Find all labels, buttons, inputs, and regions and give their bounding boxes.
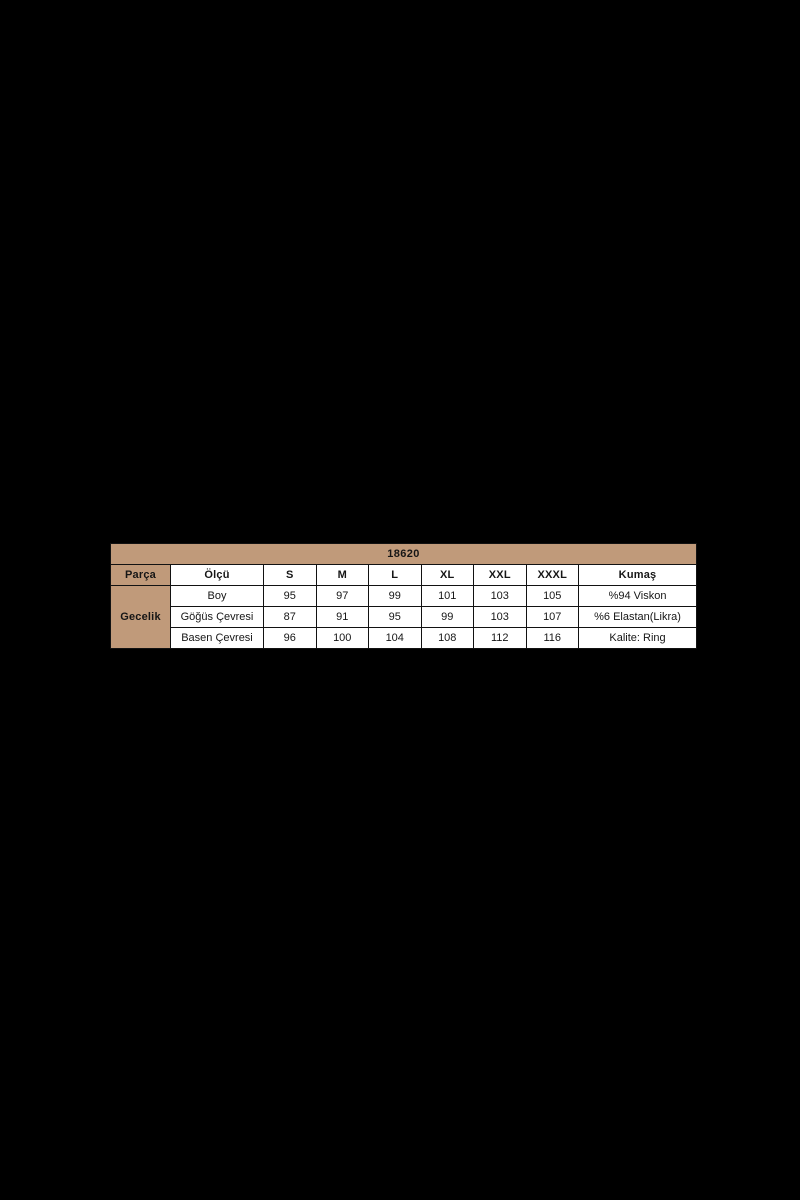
column-header-size-xxl: XXL [473,564,527,586]
column-header-size-s: S [263,564,317,586]
measure-value-s: 87 [263,606,317,628]
measure-value-xxxl: 105 [525,585,579,607]
column-header-size-xl: XL [420,564,474,586]
fabric-quality-line: Kalite: Ring [577,627,698,649]
measure-name: Boy [170,585,264,607]
measure-name: Göğüs Çevresi [170,606,264,628]
column-header-part: Parça [110,564,171,586]
size-chart-table: 18620 Parça Ölçü S M L XL XXL XXXL Kumaş… [109,543,698,649]
column-header-size-l: L [368,564,422,586]
measure-value-m: 91 [315,606,369,628]
measure-value-m: 97 [315,585,369,607]
product-code-title: 18620 [109,543,698,565]
column-header-fabric: Kumaş [577,564,698,586]
measure-value-s: 96 [263,627,317,649]
fabric-composition-line: %94 Viskon [577,585,698,607]
measure-value-l: 104 [368,627,422,649]
measure-value-xxl: 103 [473,585,527,607]
column-header-size-m: M [315,564,369,586]
table-row: Basen Çevresi 96 100 104 108 112 116 Kal… [111,627,698,649]
measure-value-xxl: 103 [473,606,527,628]
measure-name: Basen Çevresi [170,627,264,649]
measure-value-l: 99 [368,585,422,607]
measure-value-xl: 99 [420,606,474,628]
size-chart-table-container: 18620 Parça Ölçü S M L XL XXL XXXL Kumaş… [107,540,698,652]
measure-value-l: 95 [368,606,422,628]
column-header-size-xxxl: XXXL [525,564,579,586]
table-row: Göğüs Çevresi 87 91 95 99 103 107 %6 Ela… [111,606,698,628]
measure-value-m: 100 [315,627,369,649]
table-title-row: 18620 [109,543,698,565]
fabric-composition-line: %6 Elastan(Likra) [577,606,698,628]
table-row: Gecelik Boy 95 97 99 101 103 105 %94 Vis… [110,585,698,649]
measure-value-xl: 108 [420,627,474,649]
part-label-gecelik: Gecelik [110,585,171,649]
measure-value-xl: 101 [420,585,474,607]
measure-value-s: 95 [263,585,317,607]
table-header-row: Parça Ölçü S M L XL XXL XXXL Kumaş [110,564,698,586]
measure-value-xxl: 112 [473,627,527,649]
column-header-measure: Ölçü [170,564,264,586]
measure-value-xxxl: 107 [525,606,579,628]
measure-value-xxxl: 116 [525,627,579,649]
